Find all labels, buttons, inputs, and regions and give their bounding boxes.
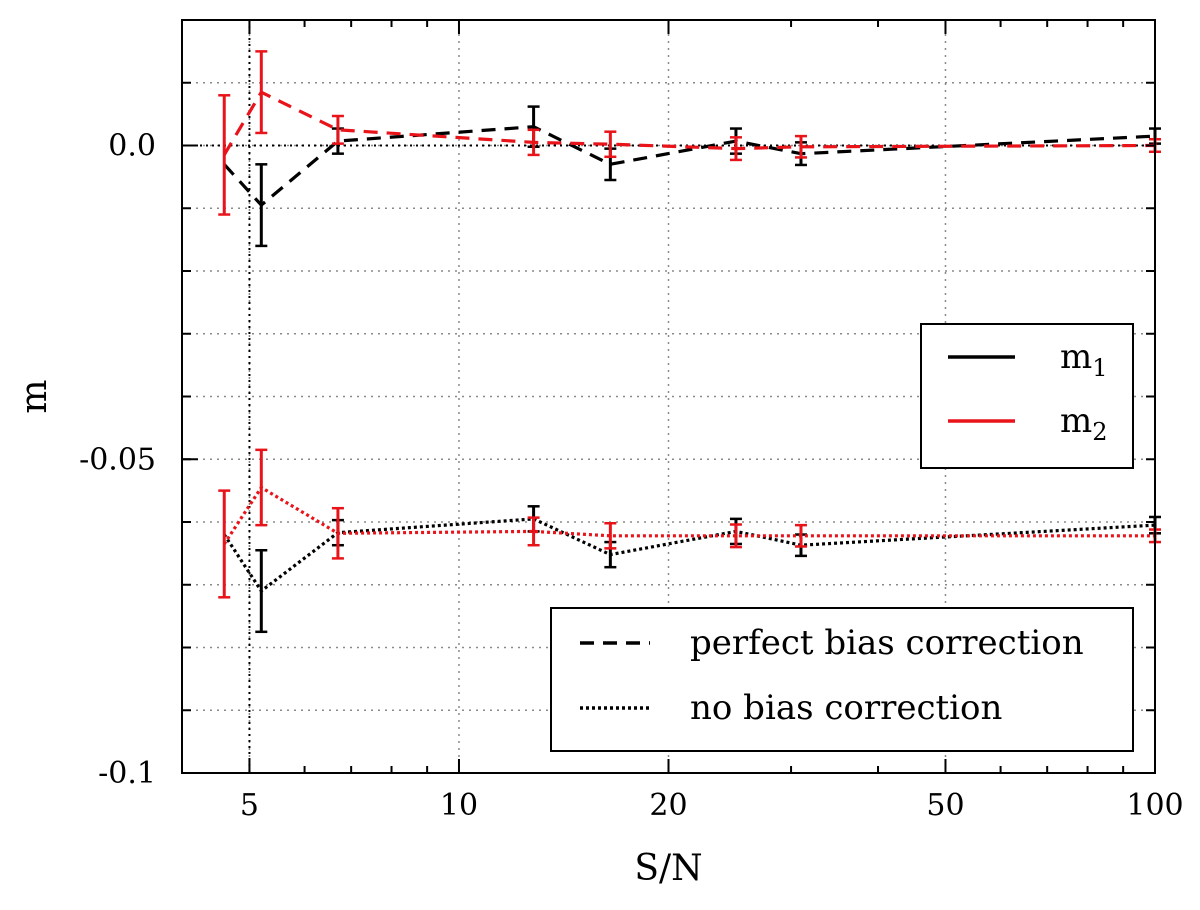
data-series xyxy=(218,50,1161,634)
x-tick-label: 5 xyxy=(240,788,259,823)
y-tick-label: 0.0 xyxy=(108,129,156,164)
y-axis-label: m xyxy=(14,379,55,413)
series-line xyxy=(223,125,1156,208)
series-m1-dashed xyxy=(223,105,1161,248)
series-m2-dotted xyxy=(218,448,1161,599)
series-line xyxy=(222,90,1156,156)
legend-entry-label: no bias correction xyxy=(690,688,1002,728)
legend-subscript: 2 xyxy=(1092,418,1107,446)
legend-entry-label: perfect bias correction xyxy=(690,623,1084,663)
x-tick-label: 100 xyxy=(1126,788,1183,823)
series-m2-dashed xyxy=(218,50,1161,216)
legend-box xyxy=(920,323,1134,469)
legend-box xyxy=(550,607,1134,752)
x-tick-label: 20 xyxy=(649,788,687,823)
series-line xyxy=(222,517,1156,594)
legend-correction: perfect bias correction no bias correctio… xyxy=(550,607,1134,752)
y-tick-label: -0.1 xyxy=(98,756,156,791)
x-axis-label: S/N xyxy=(634,848,702,889)
y-tick-label: -0.05 xyxy=(79,442,156,477)
series-line xyxy=(222,485,1155,545)
x-tick-label: 10 xyxy=(440,788,478,823)
axis-ticks: 5 10 20 50 100 0.0 -0.05 -0.1 xyxy=(79,19,1184,823)
legend-subscript: 1 xyxy=(1092,354,1107,382)
x-tick-label: 50 xyxy=(926,788,964,823)
